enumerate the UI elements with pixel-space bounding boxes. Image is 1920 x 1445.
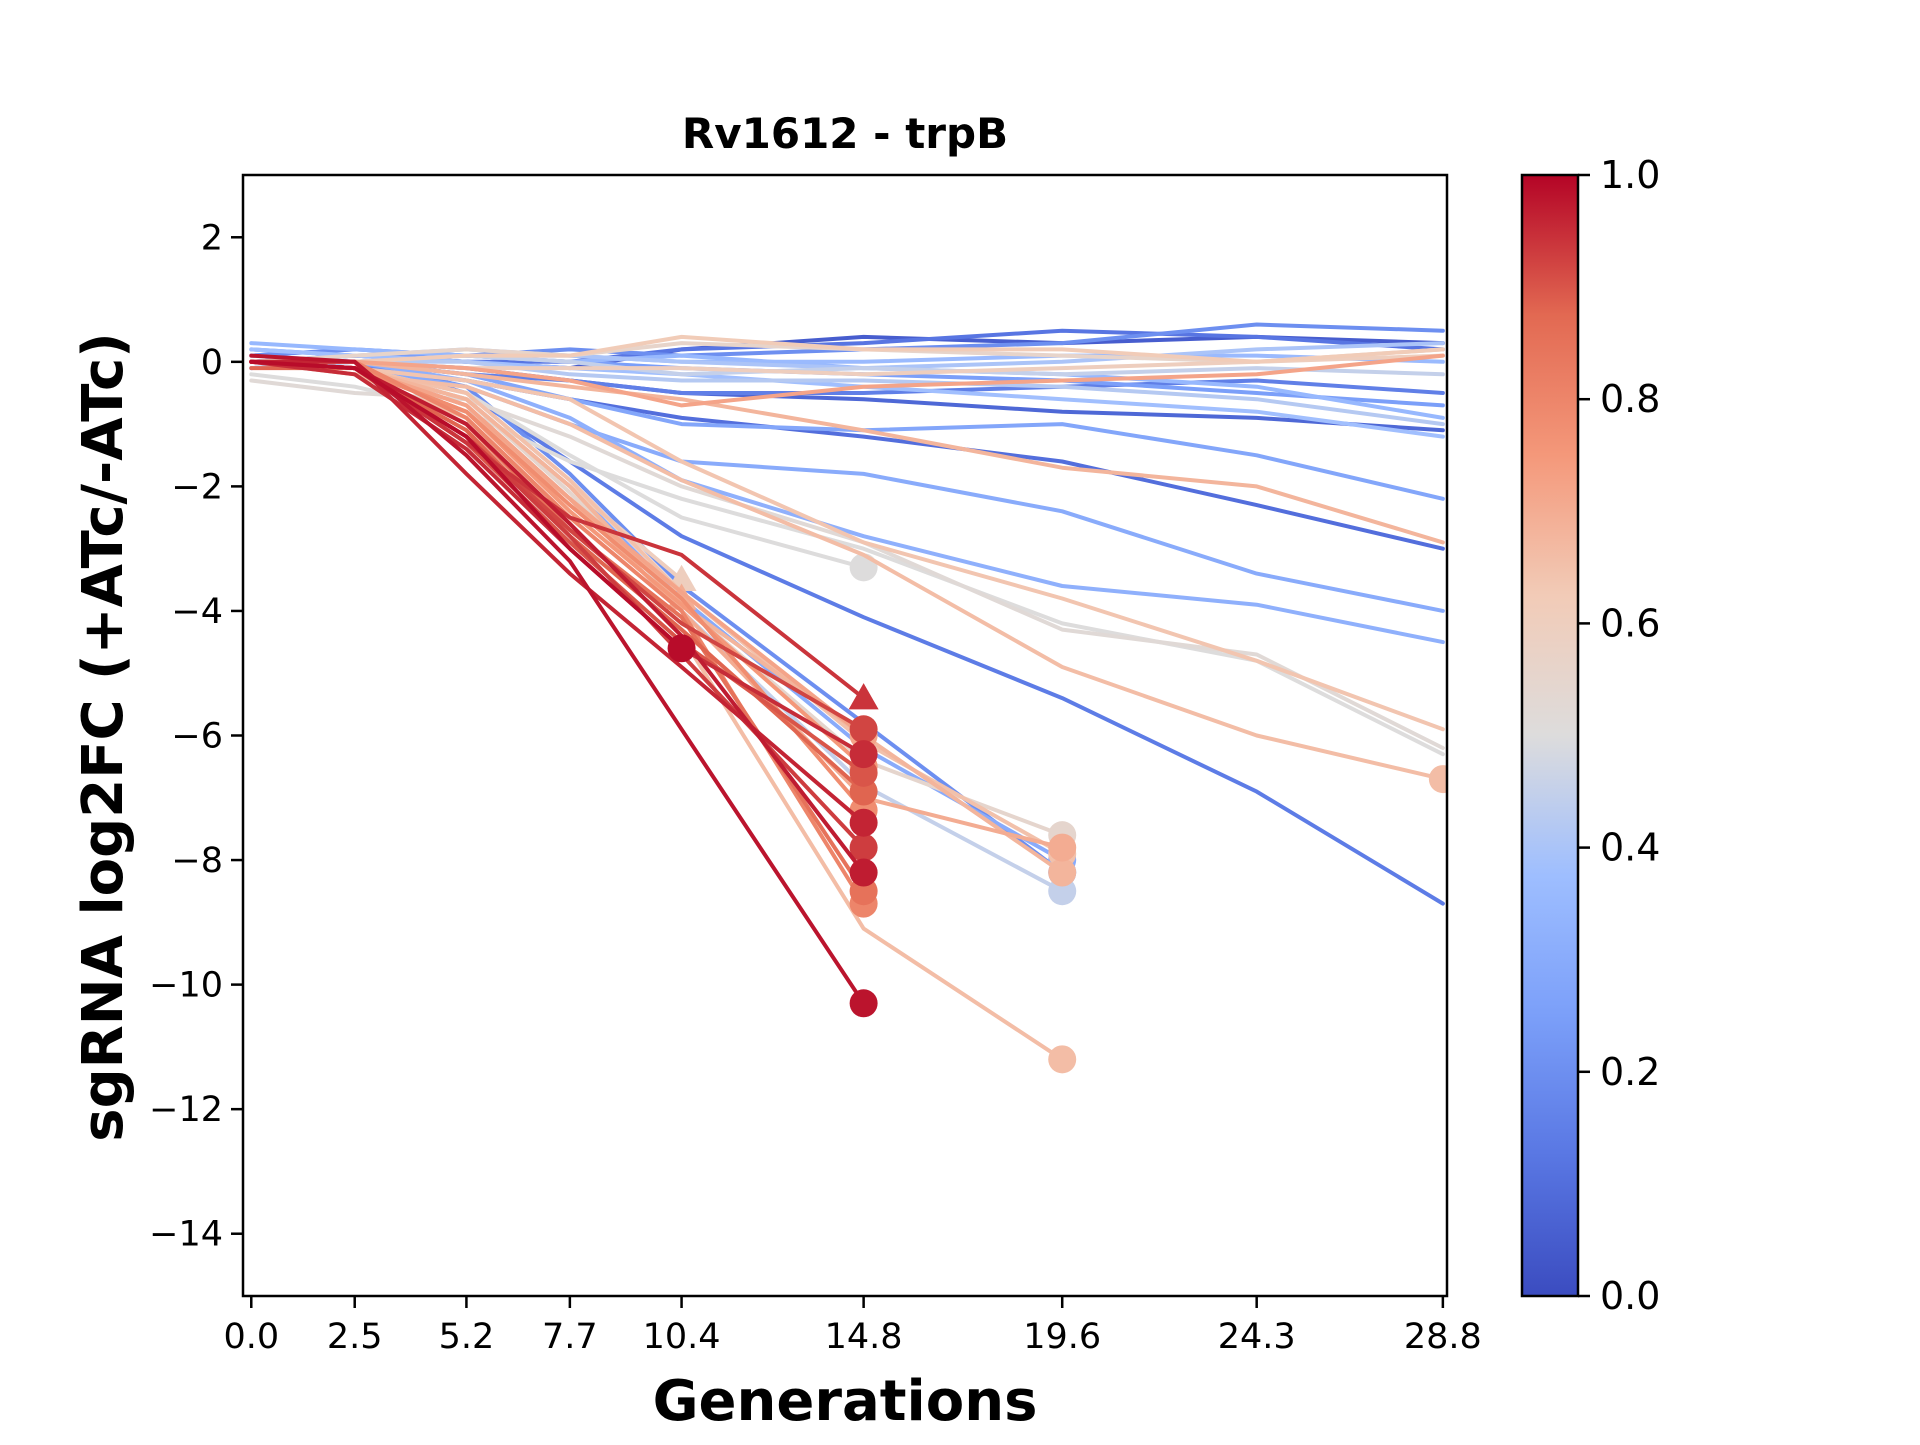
series-end-marker [1428,765,1447,794]
x-tick-label: 28.8 [1404,1317,1482,1357]
series-line [249,359,1445,427]
colorbar-gradient [1520,173,1580,1298]
plot-area [249,322,1447,1074]
series-line [249,359,866,875]
series-end-marker [1048,833,1077,862]
x-axis: 0.0 2.5 5.2 7.7 10.4 14.8 19.6 24.3 28.8 [223,1296,1482,1357]
series-line [249,334,1445,364]
colorbar: 0.0 0.2 0.4 0.6 0.8 1.0 [1520,153,1660,1318]
x-axis-label: Generations [653,1369,1038,1434]
series-line [249,341,1445,364]
series-line [249,341,1445,420]
series-end-marker [849,833,878,862]
series-end-marker [849,715,878,744]
series-line [249,359,1445,906]
y-axis: 2 0 −2 −4 −6 −8 −10 −12 −14 [149,218,243,1255]
y-tick-label: −8 [171,841,223,881]
series-line [249,359,684,651]
colorbar-ticks: 0.0 0.2 0.4 0.6 0.8 1.0 [1578,153,1660,1318]
y-tick-label: −2 [171,467,223,507]
series-line [249,353,1445,408]
x-tick-label: 0.0 [223,1317,279,1357]
x-tick-label: 10.4 [643,1317,721,1357]
series-end-marker [667,634,696,663]
series-end-marker [1048,1045,1077,1074]
y-tick-label: 2 [201,218,223,258]
x-tick-label: 24.3 [1218,1317,1296,1357]
colorbar-tick-label: 1.0 [1600,153,1660,197]
series-line [249,359,866,850]
colorbar-tick-label: 0.0 [1600,1274,1660,1318]
series-line [249,359,1065,875]
y-tick-label: −6 [171,717,223,757]
colorbar-tick-label: 0.2 [1600,1050,1660,1094]
x-tick-label: 7.7 [542,1317,598,1357]
series-line [249,359,1445,545]
series-end-marker [849,989,878,1018]
y-tick-label: −14 [149,1215,223,1255]
series-line [249,359,866,906]
series-end-marker [849,858,878,887]
y-axis-label: sgRNA log2FC (+ATc/-ATc) [71,332,136,1142]
y-tick-label: −4 [171,592,223,632]
series-end-marker [848,683,879,710]
colorbar-tick-label: 0.4 [1600,826,1660,870]
series-line [249,359,866,757]
series-end-marker [849,808,878,837]
series-line [249,353,866,1006]
series-line [249,359,1445,732]
series-line [249,359,1065,875]
x-tick-label: 19.6 [1023,1317,1101,1357]
chart-title: Rv1612 - trpB [682,109,1008,158]
series-end-marker [849,740,878,769]
colorbar-tick-label: 0.6 [1600,601,1660,645]
y-tick-label: −10 [149,966,223,1006]
series-end-marker [849,553,878,582]
y-tick-label: 0 [201,343,223,383]
x-tick-label: 5.2 [439,1317,495,1357]
colorbar-tick-label: 0.8 [1600,377,1660,421]
x-tick-label: 2.5 [327,1317,383,1357]
x-tick-label: 14.8 [825,1317,903,1357]
y-tick-label: −12 [149,1090,223,1130]
series-end-marker [1048,858,1077,887]
